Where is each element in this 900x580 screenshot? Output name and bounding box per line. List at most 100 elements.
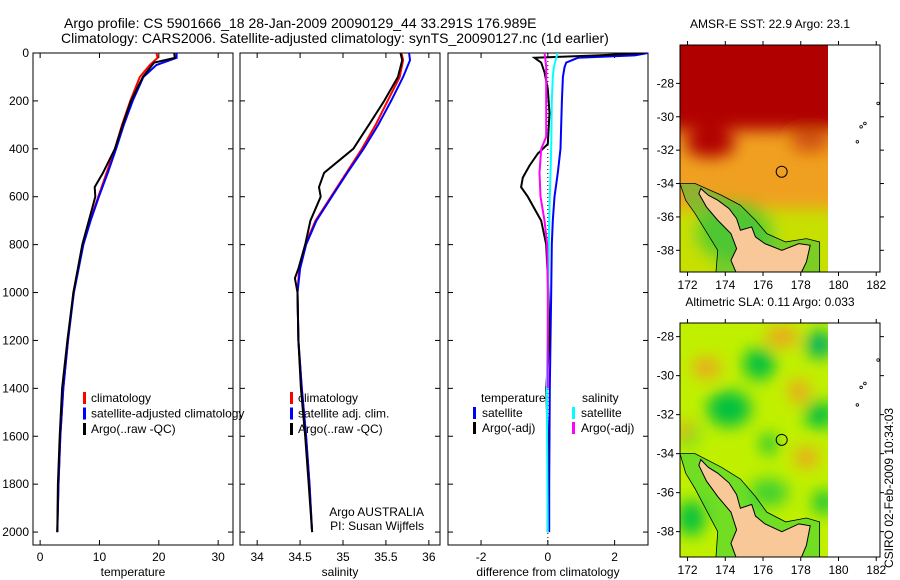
legend-entry: Argo(..raw -QC) bbox=[91, 422, 176, 436]
legend-swatch bbox=[83, 392, 86, 404]
land-new-zealand bbox=[698, 187, 811, 272]
lon-tick-label: 176 bbox=[753, 278, 773, 292]
legend-swatch bbox=[290, 423, 293, 435]
y-tick-label: 1400 bbox=[2, 381, 29, 395]
series-line-argo-raw-qc- bbox=[293, 53, 404, 533]
legend-swatch bbox=[83, 423, 86, 435]
island-kermadec bbox=[876, 358, 880, 362]
island-kermadec bbox=[863, 121, 867, 126]
legend-entry: satellite adj. clim. bbox=[298, 407, 389, 421]
series-line-salinity-argo-adj- bbox=[538, 53, 549, 389]
legend-entry: Argo(..raw -QC) bbox=[298, 422, 383, 436]
legend-entry: satellite bbox=[581, 406, 622, 420]
annotation-text: Argo AUSTRALIA bbox=[329, 505, 424, 519]
legend-swatch bbox=[572, 422, 575, 434]
x-tick-label: 10 bbox=[93, 550, 107, 564]
legend-swatch bbox=[290, 407, 293, 420]
legend-swatch bbox=[572, 407, 575, 419]
lon-tick-label: 172 bbox=[678, 563, 698, 577]
x-tick-label: 20 bbox=[152, 550, 166, 564]
legend-entry: climatology bbox=[91, 391, 151, 405]
y-tick-label: 400 bbox=[9, 142, 29, 156]
x-axis-label: temperature bbox=[101, 565, 166, 579]
series-line-climatology bbox=[296, 53, 405, 533]
y-tick-label: 1600 bbox=[2, 429, 29, 443]
axes-box bbox=[239, 52, 441, 546]
profile-panel-1: 34 34.5 35 35.5 36 salinity climatology satelli… bbox=[239, 52, 441, 579]
y-tick-label: 2000 bbox=[2, 525, 29, 539]
lat-tick-label: -28 bbox=[657, 76, 675, 90]
legend-entry: Argo(-adj) bbox=[581, 421, 634, 435]
island-kermadec bbox=[876, 101, 880, 106]
series-line-argo-raw-qc- bbox=[56, 53, 176, 533]
lon-tick-label: 172 bbox=[678, 278, 698, 292]
legend-entry: Argo(-adj) bbox=[482, 421, 535, 435]
timestamp-stamp: CSIRO 02-Feb-2009 10:34:03 bbox=[882, 408, 896, 568]
argo-float-marker bbox=[775, 165, 788, 178]
x-tick-label: 35.5 bbox=[374, 550, 398, 564]
axes-box bbox=[32, 52, 234, 546]
x-tick-label: 30 bbox=[211, 550, 225, 564]
map-axes-box bbox=[679, 322, 881, 558]
y-tick-label: 800 bbox=[9, 238, 29, 252]
map-panel-0: 172 174 176 178 180 182 -28 -30 -32 -34 -36 -38 AMSR… bbox=[657, 17, 887, 292]
lat-tick-label: -36 bbox=[657, 210, 675, 224]
argo-float-marker bbox=[775, 433, 788, 446]
no-data-area bbox=[828, 323, 880, 557]
lon-tick-label: 178 bbox=[791, 563, 811, 577]
map-panels: 172 174 176 178 180 182 -28 -30 -32 -34 -36 -38 AMSR… bbox=[657, 17, 887, 577]
figure-title-line1: Argo profile: CS 5901666_18 28-Jan-2009 … bbox=[64, 15, 537, 31]
y-tick-label: 1000 bbox=[2, 286, 29, 300]
map-title: AMSR-E SST: 22.9 Argo: 23.1 bbox=[690, 17, 850, 31]
x-tick-label: 35 bbox=[336, 550, 350, 564]
lat-tick-label: -32 bbox=[657, 143, 675, 157]
x-tick-label: 2 bbox=[611, 550, 618, 564]
lon-tick-label: 174 bbox=[715, 563, 735, 577]
series-line-climatology bbox=[56, 53, 159, 533]
lat-tick-label: -28 bbox=[657, 330, 675, 344]
x-tick-label: 0 bbox=[37, 550, 44, 564]
lat-tick-label: -34 bbox=[657, 447, 675, 461]
x-tick-label: 0 bbox=[544, 550, 551, 564]
lon-tick-label: 174 bbox=[715, 278, 735, 292]
lat-tick-label: -38 bbox=[657, 243, 675, 257]
x-axis-label: difference from climatology bbox=[476, 565, 619, 579]
lon-tick-label: 182 bbox=[866, 563, 886, 577]
legend-entry: satellite-adjusted climatology bbox=[91, 407, 244, 421]
profile-panel-0: 0 200 400 600 800 1000 1200 1400 1600 1800 2000 0 10… bbox=[2, 46, 244, 579]
legend-entry: climatology bbox=[298, 391, 358, 405]
lat-tick-label: -38 bbox=[657, 525, 675, 539]
y-tick-label: 0 bbox=[22, 46, 29, 60]
lon-tick-label: 176 bbox=[753, 563, 773, 577]
x-tick-label: 36 bbox=[422, 550, 436, 564]
lat-tick-label: -34 bbox=[657, 177, 675, 191]
lat-tick-label: -36 bbox=[657, 486, 675, 500]
island-kermadec bbox=[855, 140, 860, 144]
y-tick-label: 200 bbox=[9, 94, 29, 108]
lon-tick-label: 180 bbox=[828, 563, 848, 577]
map-title: Altimetric SLA: 0.11 Argo: 0.033 bbox=[685, 295, 855, 309]
map-axes-box bbox=[679, 44, 881, 273]
legend-header-temperature: temperature bbox=[481, 391, 546, 405]
series-line-temperature-argo-adj- bbox=[520, 53, 645, 533]
x-tick-label: 34.5 bbox=[288, 550, 312, 564]
y-tick-label: 1200 bbox=[2, 333, 29, 347]
island-kermadec bbox=[855, 403, 860, 407]
series-line-temperature-satellite bbox=[548, 53, 648, 533]
y-tick-label: 1800 bbox=[2, 477, 29, 491]
figure-title-line2: Climatology: CARS2006. Satellite-adjuste… bbox=[61, 30, 609, 46]
island-kermadec bbox=[859, 385, 863, 390]
x-axis-label: salinity bbox=[322, 565, 359, 579]
no-data-area bbox=[828, 45, 880, 272]
lon-tick-label: 182 bbox=[866, 278, 886, 292]
legend-swatch bbox=[290, 392, 293, 404]
x-tick-label: -2 bbox=[476, 550, 487, 564]
map-field bbox=[680, 45, 828, 272]
y-tick-label: 600 bbox=[9, 190, 29, 204]
map-panel-1: 172 174 176 178 180 182 -28 -30 -32 -34 -36 -38 Alti… bbox=[657, 295, 887, 577]
x-tick-label: 34 bbox=[250, 550, 264, 564]
land-new-zealand bbox=[698, 458, 811, 557]
